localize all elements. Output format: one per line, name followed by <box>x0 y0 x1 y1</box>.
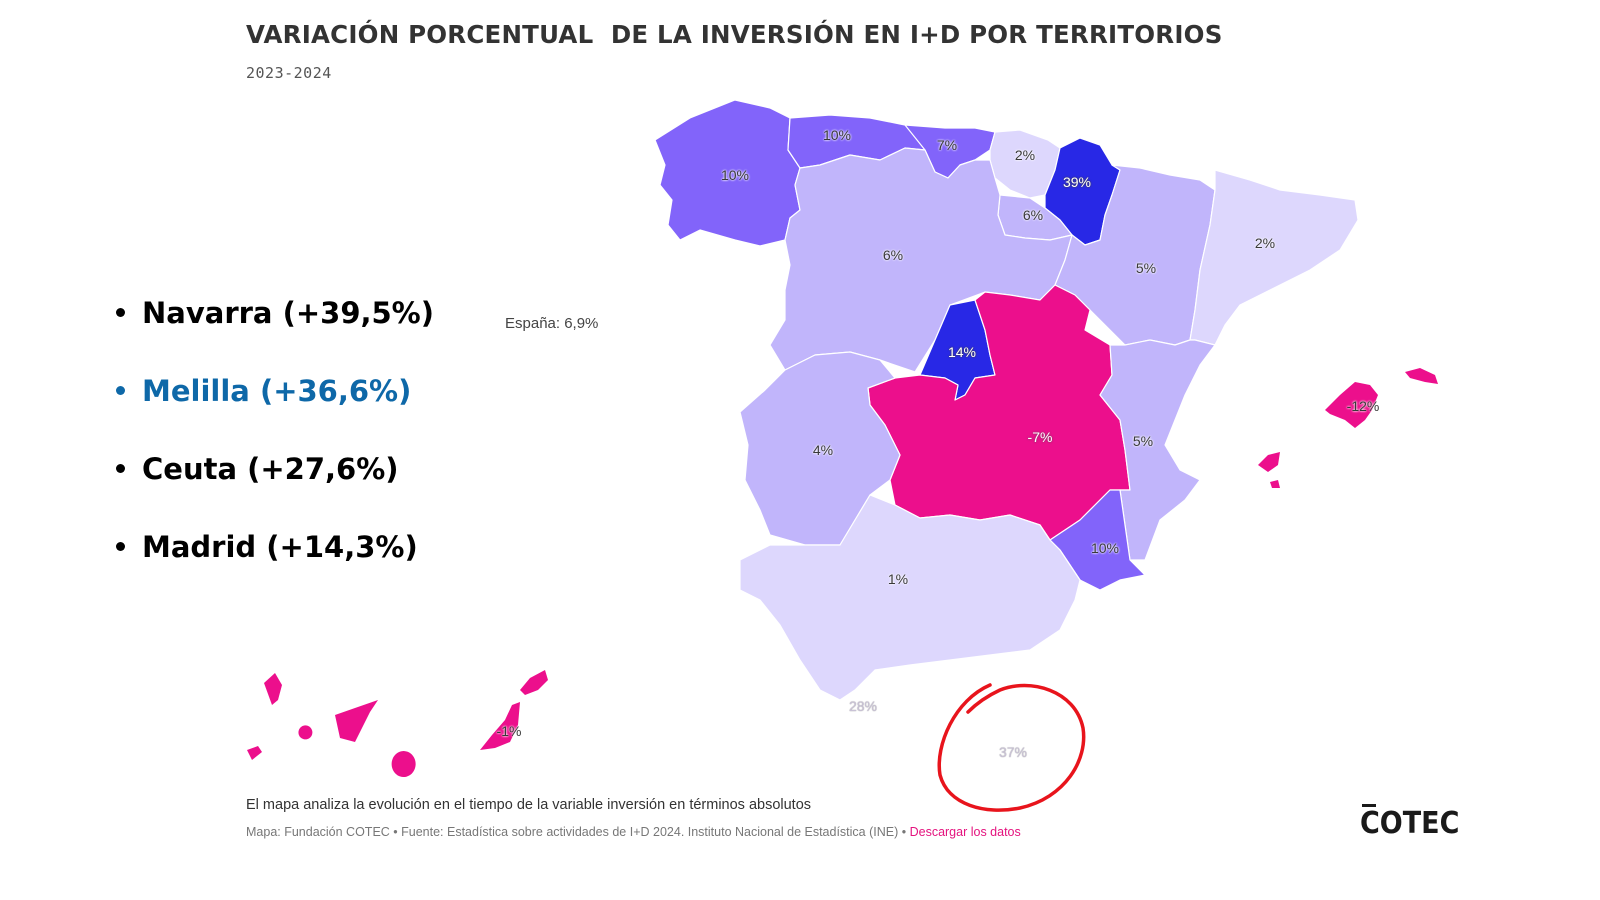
label-madrid: 14% <box>947 344 977 360</box>
label-castilla-y-leon: 6% <box>882 247 904 263</box>
region-illes-balears[interactable] <box>1258 368 1438 488</box>
highlight-item-melilla: Melilla (+36,6%) <box>112 370 434 448</box>
cotec-logo: COTEC <box>1360 804 1460 841</box>
label-castilla-la-mancha: -7% <box>1027 429 1053 445</box>
region-cataluna[interactable] <box>1189 169 1359 346</box>
label-murcia: 10% <box>1090 540 1120 556</box>
region-pais-vasco[interactable] <box>989 129 1061 199</box>
download-data-link[interactable]: Descargar los datos <box>909 825 1021 839</box>
annotation-circle <box>937 683 1086 812</box>
label-melilla: 37% <box>998 744 1028 760</box>
region-valencia[interactable] <box>1099 339 1216 561</box>
region-andalucia[interactable] <box>739 494 1081 701</box>
bullet-icon <box>116 308 125 317</box>
page-subtitle: 2023-2024 <box>246 64 332 82</box>
label-illes-balears: -12% <box>1346 398 1380 414</box>
bullet-icon <box>116 542 125 551</box>
label-asturias: 10% <box>822 127 852 143</box>
map-description: El mapa analiza la evolución en el tiemp… <box>246 797 812 813</box>
highlights-list: Navarra (+39,5%) Melilla (+36,6%) Ceuta … <box>112 292 434 604</box>
highlight-item-ceuta: Ceuta (+27,6%) <box>112 448 434 526</box>
logo-bar-icon <box>1362 804 1376 807</box>
label-galicia: 10% <box>720 167 750 183</box>
label-navarra: 39% <box>1062 174 1092 190</box>
bullet-icon <box>116 464 125 473</box>
page-title: VARIACIÓN PORCENTUAL DE LA INVERSIÓN EN … <box>246 20 1223 49</box>
source-line: Mapa: Fundación COTEC • Fuente: Estadíst… <box>246 825 1021 839</box>
label-ceuta: 28% <box>848 698 878 714</box>
region-canarias[interactable] <box>247 670 548 778</box>
spain-average-label: España: 6,9% <box>505 315 599 332</box>
label-andalucia: 1% <box>887 571 909 587</box>
bullet-icon <box>116 386 125 395</box>
label-canarias: -1% <box>496 723 522 739</box>
label-aragon: 5% <box>1135 260 1157 276</box>
highlight-item-navarra: Navarra (+39,5%) <box>112 292 434 370</box>
label-valencia: 5% <box>1132 433 1154 449</box>
label-cantabria: 7% <box>936 137 958 153</box>
highlight-item-madrid: Madrid (+14,3%) <box>112 526 434 604</box>
label-la-rioja: 6% <box>1022 207 1044 223</box>
label-cataluna: 2% <box>1254 235 1276 251</box>
region-aragon[interactable] <box>1054 164 1216 346</box>
label-extremadura: 4% <box>812 442 834 458</box>
label-pais-vasco: 2% <box>1014 147 1036 163</box>
source-text: Mapa: Fundación COTEC • Fuente: Estadíst… <box>246 825 910 839</box>
